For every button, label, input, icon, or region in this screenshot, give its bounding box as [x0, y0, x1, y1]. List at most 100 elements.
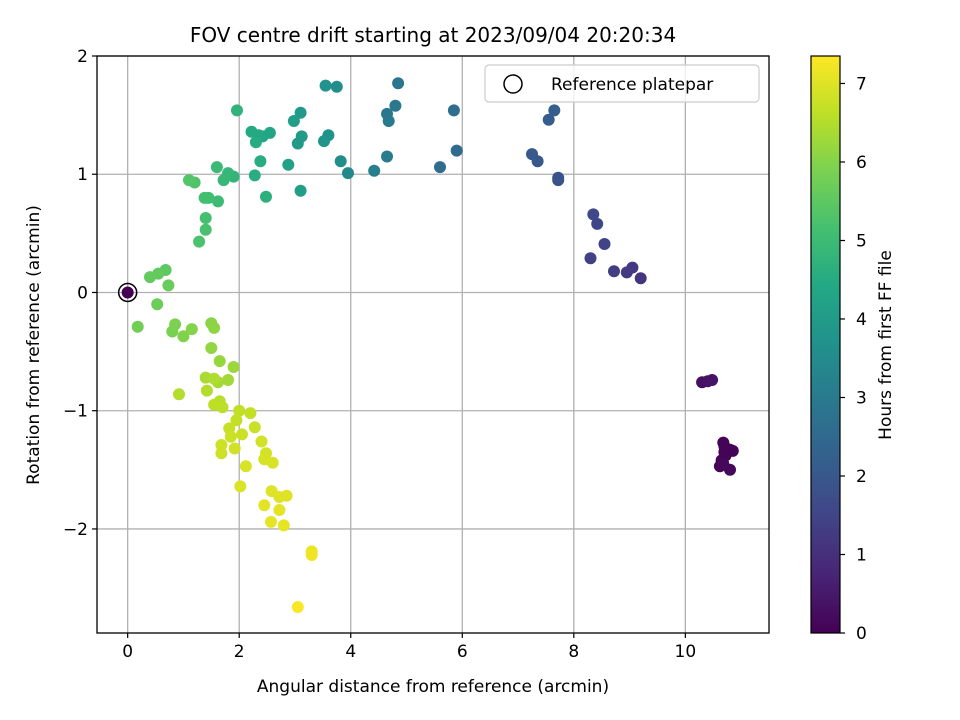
data-point	[249, 136, 262, 149]
y-axis-ticks: −2 −1 0 1 2	[63, 47, 97, 540]
x-axis-label: Angular distance from reference (arcmin)	[257, 677, 609, 697]
reference-marker	[117, 282, 138, 303]
data-point	[282, 158, 295, 171]
data-point	[381, 150, 393, 163]
data-point	[382, 115, 395, 127]
data-point	[634, 272, 647, 285]
data-point	[169, 318, 182, 331]
data-point	[526, 148, 538, 161]
colorbar-tick-label: 2	[856, 467, 867, 487]
data-point	[230, 414, 243, 427]
data-point	[330, 80, 343, 93]
data-point	[131, 320, 144, 333]
data-point	[244, 407, 257, 420]
x-tick-label: 6	[457, 642, 468, 662]
colorbar-tick-label: 4	[856, 310, 867, 330]
data-point	[208, 372, 221, 385]
colorbar-tick-label: 7	[856, 74, 867, 94]
colorbar-tick-label: 3	[856, 388, 867, 408]
data-point	[198, 191, 211, 204]
y-axis-label: Rotation from reference (arcmin)	[24, 205, 44, 485]
data-point	[236, 428, 248, 441]
data-point	[434, 161, 446, 174]
x-tick-label: 10	[675, 642, 697, 662]
colorbar: 0 1 2 3 4 5 6 7 Hours from first FF file	[810, 55, 896, 644]
data-point	[389, 99, 402, 112]
data-point	[273, 504, 286, 516]
data-point	[608, 265, 620, 278]
y-tick-label: −2	[63, 520, 88, 540]
data-point	[334, 155, 347, 168]
data-point	[447, 104, 460, 117]
data-point	[222, 374, 235, 386]
data-point	[552, 171, 565, 184]
data-point	[224, 430, 237, 443]
data-point	[248, 421, 261, 434]
data-point	[173, 388, 185, 401]
data-point	[294, 184, 307, 197]
data-point	[213, 355, 226, 368]
data-point	[266, 456, 279, 469]
data-point	[260, 190, 272, 203]
data-point	[291, 137, 304, 150]
data-point	[208, 321, 221, 334]
data-point	[228, 442, 241, 455]
data-point	[151, 298, 164, 311]
data-point	[210, 161, 223, 174]
data-point	[233, 404, 246, 417]
data-point	[248, 169, 261, 182]
data-point	[234, 480, 247, 493]
data-point	[368, 164, 381, 177]
data-point	[208, 398, 221, 411]
y-tick-label: −1	[63, 402, 88, 422]
data-point	[183, 174, 195, 187]
data-point	[318, 135, 330, 148]
reference-point-ring	[117, 282, 138, 303]
data-point	[294, 106, 307, 119]
y-tick-label: 2	[77, 47, 88, 67]
data-point	[200, 384, 213, 397]
colorbar-tick-label: 5	[856, 231, 867, 251]
data-point	[584, 252, 597, 265]
x-tick-label: 0	[122, 642, 133, 662]
data-point	[717, 457, 730, 470]
data-point	[392, 77, 405, 90]
data-point	[265, 515, 277, 528]
colorbar-ticks: 0 1 2 3 4 5 6 7	[840, 74, 867, 644]
data-point	[450, 144, 463, 157]
y-tick-label: 0	[77, 283, 88, 303]
data-point	[287, 115, 300, 127]
data-point	[217, 174, 230, 187]
data-point	[199, 223, 212, 236]
data-point	[162, 279, 175, 292]
data-point	[620, 266, 633, 279]
data-point	[212, 195, 224, 208]
data-point	[227, 361, 240, 373]
data-point	[258, 499, 271, 512]
data-point	[193, 235, 206, 248]
data-point	[277, 519, 290, 532]
data-point	[706, 374, 719, 386]
data-point	[231, 104, 243, 117]
colorbar-gradient	[810, 55, 841, 634]
grid-lines	[97, 55, 769, 633]
x-tick-label: 2	[234, 642, 245, 662]
x-axis-ticks: 0 2 4 6 8 10	[122, 633, 696, 662]
x-tick-label: 8	[568, 642, 579, 662]
data-point	[144, 271, 156, 284]
data-points	[131, 77, 739, 613]
data-point	[587, 208, 600, 221]
data-point	[342, 167, 354, 180]
legend-label-reference-platepar: Reference platepar	[551, 75, 713, 95]
data-point	[718, 440, 731, 453]
data-point	[598, 238, 611, 250]
reference-point-fill	[121, 286, 134, 299]
data-point	[291, 601, 304, 613]
colorbar-label: Hours from first FF file	[876, 250, 896, 440]
data-point	[319, 79, 332, 92]
data-point	[199, 212, 212, 224]
legend-box	[484, 64, 760, 103]
data-point	[254, 155, 267, 168]
colorbar-tick-label: 1	[856, 545, 867, 565]
legend-marker	[503, 74, 523, 94]
